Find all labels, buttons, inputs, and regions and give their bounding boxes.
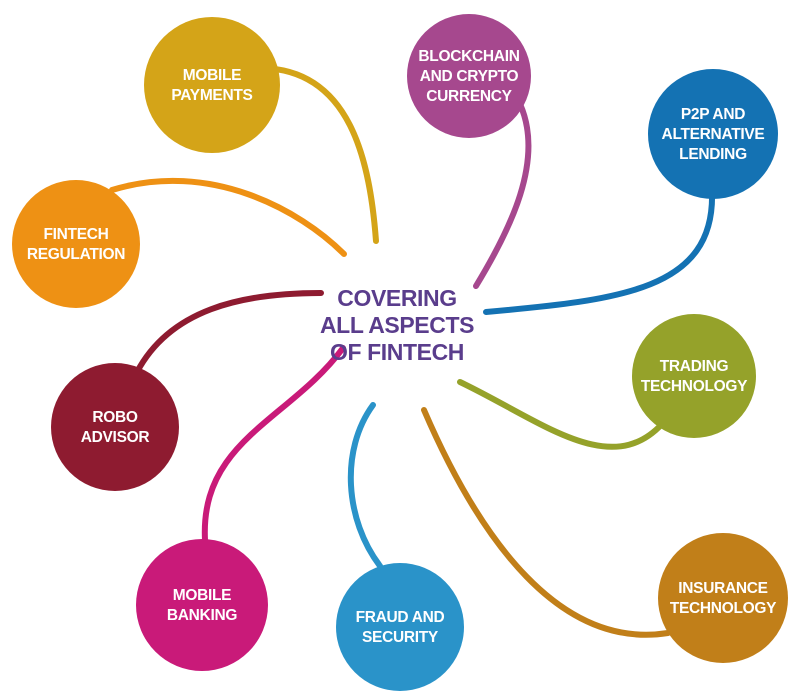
- connectors: [109, 65, 716, 638]
- connector-fintech-regulation: [109, 177, 347, 257]
- center-label-line: OF FINTECH: [330, 339, 464, 365]
- node-label-fintech-regulation: REGULATION: [27, 246, 125, 263]
- node-label-trading-technology: TRADING: [660, 358, 729, 375]
- node-insurance-technology: INSURANCE TECHNOLOGY: [658, 533, 788, 663]
- node-circle-trading-technology: [632, 314, 756, 438]
- node-robo-advisor: ROBO ADVISOR: [51, 363, 179, 491]
- connector-mobile-banking: [201, 345, 346, 543]
- node-label-mobile-banking: MOBILE: [173, 587, 231, 604]
- node-label-fraud-security: FRAUD AND: [356, 609, 445, 626]
- node-label-robo-advisor: ADVISOR: [81, 429, 150, 446]
- node-blockchain-crypto: BLOCKCHAIN AND CRYPTO CURRENCY: [407, 14, 531, 138]
- node-label-p2p-lending: LENDING: [679, 146, 747, 163]
- node-circle-mobile-banking: [136, 539, 268, 671]
- node-fraud-security: FRAUD AND SECURITY: [336, 563, 464, 691]
- connector-p2p-lending: [483, 189, 716, 315]
- connector-trading-technology: [457, 379, 665, 450]
- node-circle-robo-advisor: [51, 363, 179, 491]
- node-circle-p2p-lending: [648, 69, 778, 199]
- center-label-line: COVERING: [337, 285, 456, 311]
- node-p2p-lending: P2P AND ALTERNATIVE LENDING: [648, 69, 778, 199]
- node-circle-blockchain-crypto: [407, 14, 531, 138]
- node-circle-fintech-regulation: [12, 180, 140, 308]
- node-circle-mobile-payments: [144, 17, 280, 153]
- node-label-p2p-lending: P2P AND: [681, 106, 745, 123]
- connector-fraud-security: [347, 402, 383, 569]
- node-label-fintech-regulation: FINTECH: [43, 226, 108, 243]
- node-label-blockchain-crypto: CURRENCY: [426, 88, 512, 105]
- node-circle-insurance-technology: [658, 533, 788, 663]
- node-label-trading-technology: TECHNOLOGY: [641, 378, 748, 395]
- center-label-line: ALL ASPECTS: [320, 312, 474, 338]
- connector-insurance-technology: [421, 407, 671, 638]
- node-label-mobile-banking: BANKING: [167, 607, 237, 624]
- node-label-insurance-technology: INSURANCE: [678, 580, 767, 597]
- node-trading-technology: TRADING TECHNOLOGY: [632, 314, 756, 438]
- node-mobile-payments: MOBILE PAYMENTS: [144, 17, 280, 153]
- connector-mobile-payments: [259, 65, 379, 244]
- node-label-blockchain-crypto: BLOCKCHAIN: [418, 48, 519, 65]
- connector-blockchain-crypto: [473, 101, 532, 289]
- node-label-insurance-technology: TECHNOLOGY: [670, 600, 777, 617]
- node-mobile-banking: MOBILE BANKING: [136, 539, 268, 671]
- node-label-mobile-payments: PAYMENTS: [171, 87, 252, 104]
- connector-robo-advisor: [134, 290, 324, 375]
- node-label-blockchain-crypto: AND CRYPTO: [420, 68, 519, 85]
- node-fintech-regulation: FINTECH REGULATION: [12, 180, 140, 308]
- node-label-p2p-lending: ALTERNATIVE: [662, 126, 765, 143]
- node-circle-fraud-security: [336, 563, 464, 691]
- node-label-fraud-security: SECURITY: [362, 629, 439, 646]
- topic-nodes: MOBILE PAYMENTS BLOCKCHAIN AND CRYPTO CURREN…: [12, 14, 788, 691]
- node-label-mobile-payments: MOBILE: [183, 67, 241, 84]
- node-label-robo-advisor: ROBO: [92, 409, 138, 426]
